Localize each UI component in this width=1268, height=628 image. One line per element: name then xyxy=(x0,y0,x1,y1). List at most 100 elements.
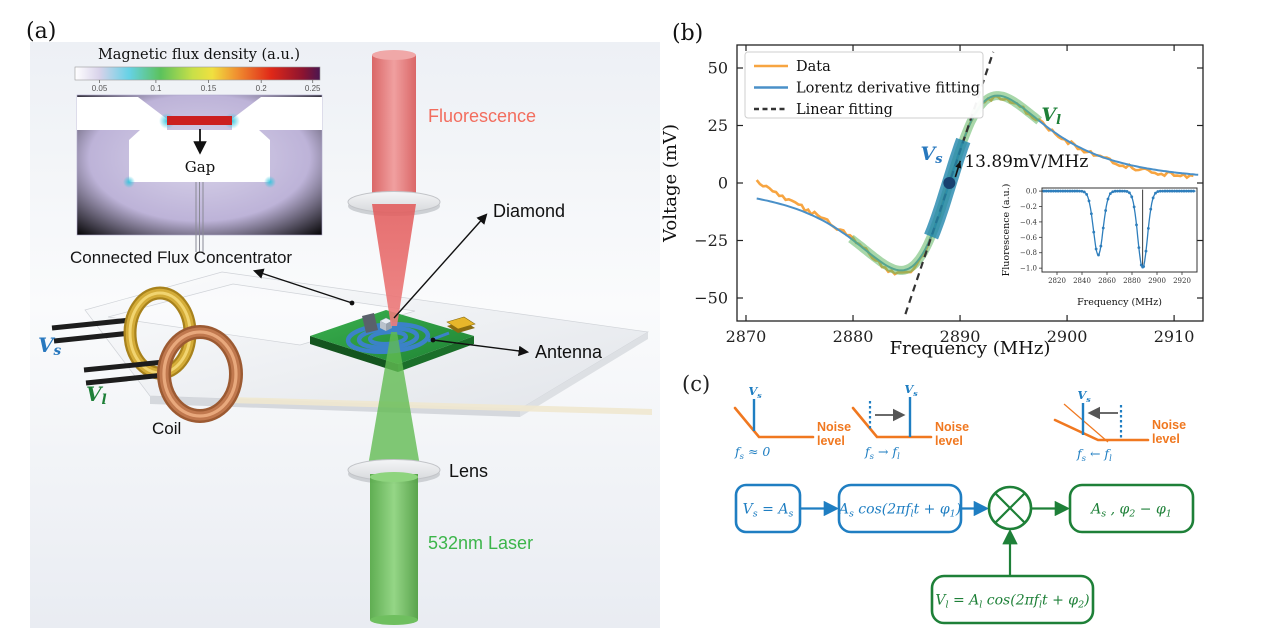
vs-label: Vs xyxy=(748,384,762,400)
noise-level-label: Noise xyxy=(817,420,851,434)
y-tick-label: −25 xyxy=(694,231,728,250)
inset-x-tick: 2880 xyxy=(1123,277,1141,285)
signal-band-Vs xyxy=(924,137,971,240)
modulated-signal-eq: As cos(2πflt + φ1) xyxy=(837,502,961,520)
x-axis-label: Frequency (MHz) xyxy=(890,338,1051,359)
inset-x-tick: 2840 xyxy=(1073,277,1091,285)
y-tick-label: −50 xyxy=(694,289,728,308)
x-tick-label: 2870 xyxy=(726,327,767,346)
x-tick-label: 2910 xyxy=(1154,327,1195,346)
x-tick-label: 2900 xyxy=(1047,327,1088,346)
gap-label: Gap xyxy=(185,158,216,176)
panel-c-signal-diagram: (c) Vs fs ≈ 0 Noise level Vs fs → fl Noi… xyxy=(682,372,1195,625)
flux-concentrator-label: Connected Flux Concentrator xyxy=(70,248,292,267)
antenna-pcb xyxy=(310,310,476,372)
mixing-flow-diagram: Vs = As As cos(2πflt + φ1) As , φ2 − φ1 … xyxy=(734,483,1195,625)
inset-x-tick: 2920 xyxy=(1173,277,1191,285)
x-tick-label: 2890 xyxy=(940,327,981,346)
coil-label: Coil xyxy=(152,419,181,438)
noise-curve xyxy=(851,406,933,439)
noise-level-label: level xyxy=(817,434,845,448)
lockin-coil-copper xyxy=(83,325,243,423)
svg-text:0.15: 0.15 xyxy=(201,84,217,93)
inset-y-tick: −0.8 xyxy=(1020,249,1037,257)
sensor-wires xyxy=(195,182,204,252)
high-flux-bar xyxy=(167,116,232,125)
diamond-arrow xyxy=(393,213,488,319)
inset-y-label: Fluorescence (a.u.) xyxy=(1001,184,1012,277)
y-tick-label: 25 xyxy=(708,116,728,135)
vs-coil-label: Vs xyxy=(38,333,62,359)
flux-tip-block xyxy=(362,313,378,333)
colorbar xyxy=(74,66,321,81)
colorbar-title: Magnetic flux density (a.u.) xyxy=(98,47,300,63)
inset-x-tick: 2860 xyxy=(1098,277,1116,285)
inset-y-tick: −0.6 xyxy=(1020,234,1038,242)
lens-label: Lens xyxy=(449,461,488,481)
freq-label: fs ≈ 0 xyxy=(734,444,770,462)
legend-label: Lorentz derivative fitting xyxy=(796,81,980,97)
legend-label: Linear fitting xyxy=(796,102,893,118)
noise-curve xyxy=(1053,418,1150,442)
noise-level-label: level xyxy=(935,434,963,448)
annotation: Vs xyxy=(920,143,942,167)
y-tick-label: 0 xyxy=(718,174,728,193)
antenna-arrow xyxy=(432,339,530,357)
noise-level-label: Noise xyxy=(1152,418,1186,432)
signal-input-box xyxy=(734,483,802,534)
lockin-reference-box xyxy=(930,574,1095,625)
laser-beam-532nm xyxy=(347,332,441,625)
noise-level-label: Noise xyxy=(935,420,969,434)
x-tick-label: 2880 xyxy=(833,327,874,346)
diamond-sample xyxy=(379,317,393,331)
smd-component xyxy=(446,316,476,330)
diamond-label: Diamond xyxy=(493,201,565,221)
antenna-label: Antenna xyxy=(535,342,603,362)
vl-coil-label: Vl xyxy=(86,382,107,408)
inset-x-tick: 2820 xyxy=(1048,277,1066,285)
svg-text:0.1: 0.1 xyxy=(150,84,162,93)
freq-label: fs ← fl xyxy=(1076,446,1112,464)
odmr-inset-chart: 2820 2840 2860 2880 2900 2920 0.0 −0.2 −0.4 −0.6 −… xyxy=(1001,184,1198,308)
noise-sketch-dc: Vs fs ≈ 0 Noise level xyxy=(733,384,851,462)
lockin-reference-eq: Vl = Al cos(2πflt + φ2) xyxy=(935,593,1089,611)
vs-label: Vs xyxy=(904,382,918,398)
panel-b-tag: (b) xyxy=(672,21,703,46)
axes: 2870 2880 2890 2900 2910 −50 −25 0 25 50 xyxy=(694,44,1204,346)
panel-a-setup-illustration: (a) Magnetic flux density (a.u.) 0.05 0.… xyxy=(26,19,660,628)
laser-label: 532nm Laser xyxy=(428,533,533,553)
freq-label: fs → fl xyxy=(864,444,900,462)
demodulated-output-eq: As , φ2 − φ1 xyxy=(1089,502,1172,520)
flux-simulation-inset: Magnetic flux density (a.u.) 0.05 0.1 0.… xyxy=(74,47,323,252)
demodulated-output-box xyxy=(1068,483,1195,534)
zero-crossing-marker xyxy=(943,177,956,189)
legend: Data Lorentz derivative fitting Linear fit… xyxy=(744,51,984,119)
svg-text:0.05: 0.05 xyxy=(92,84,108,93)
inset-x-tick: 2900 xyxy=(1148,277,1166,285)
panel-a-tag: (a) xyxy=(26,19,56,44)
noise-sketch-downconvert: Vs fs ← fl Noise level xyxy=(1053,388,1186,464)
flux-concentrator-cross-section: Gap xyxy=(77,97,322,252)
noise-slope-thin xyxy=(1063,403,1109,443)
flux-concentrator-arrow xyxy=(253,268,353,304)
legend-label: Data xyxy=(796,59,831,75)
modulated-signal-box xyxy=(837,483,963,534)
inset-y-tick: −0.4 xyxy=(1020,218,1038,226)
panel-c-tag: (c) xyxy=(682,372,710,396)
svg-text:0.25: 0.25 xyxy=(305,84,321,93)
noise-sketch-upconvert: Vs fs → fl Noise level xyxy=(851,382,969,462)
colorbar-tick-labels: 0.05 0.1 0.15 0.2 0.25 xyxy=(92,84,321,93)
inset-y-tick: −1.0 xyxy=(1020,265,1037,273)
noise-level-label: level xyxy=(1152,432,1180,446)
signal-input-eq: Vs = As xyxy=(743,502,794,520)
y-axis-label: Voltage (mV) xyxy=(660,124,681,243)
annotation: Vl xyxy=(1041,104,1061,128)
fluorescence-label: Fluorescence xyxy=(428,106,536,126)
y-tick-label: 50 xyxy=(708,59,728,78)
colorbar-tick-marks xyxy=(99,80,314,83)
panel-b-voltage-frequency-chart: (b) 2870 2880 2890 2900 2910 −50 −25 0 25 50 Frequ… xyxy=(660,21,1204,359)
inset-x-label: Frequency (MHz) xyxy=(1077,297,1162,308)
mixer-symbol xyxy=(987,485,1033,531)
annotation: 13.89mV/MHz xyxy=(964,152,1088,172)
fluorescence-beam xyxy=(347,50,441,326)
